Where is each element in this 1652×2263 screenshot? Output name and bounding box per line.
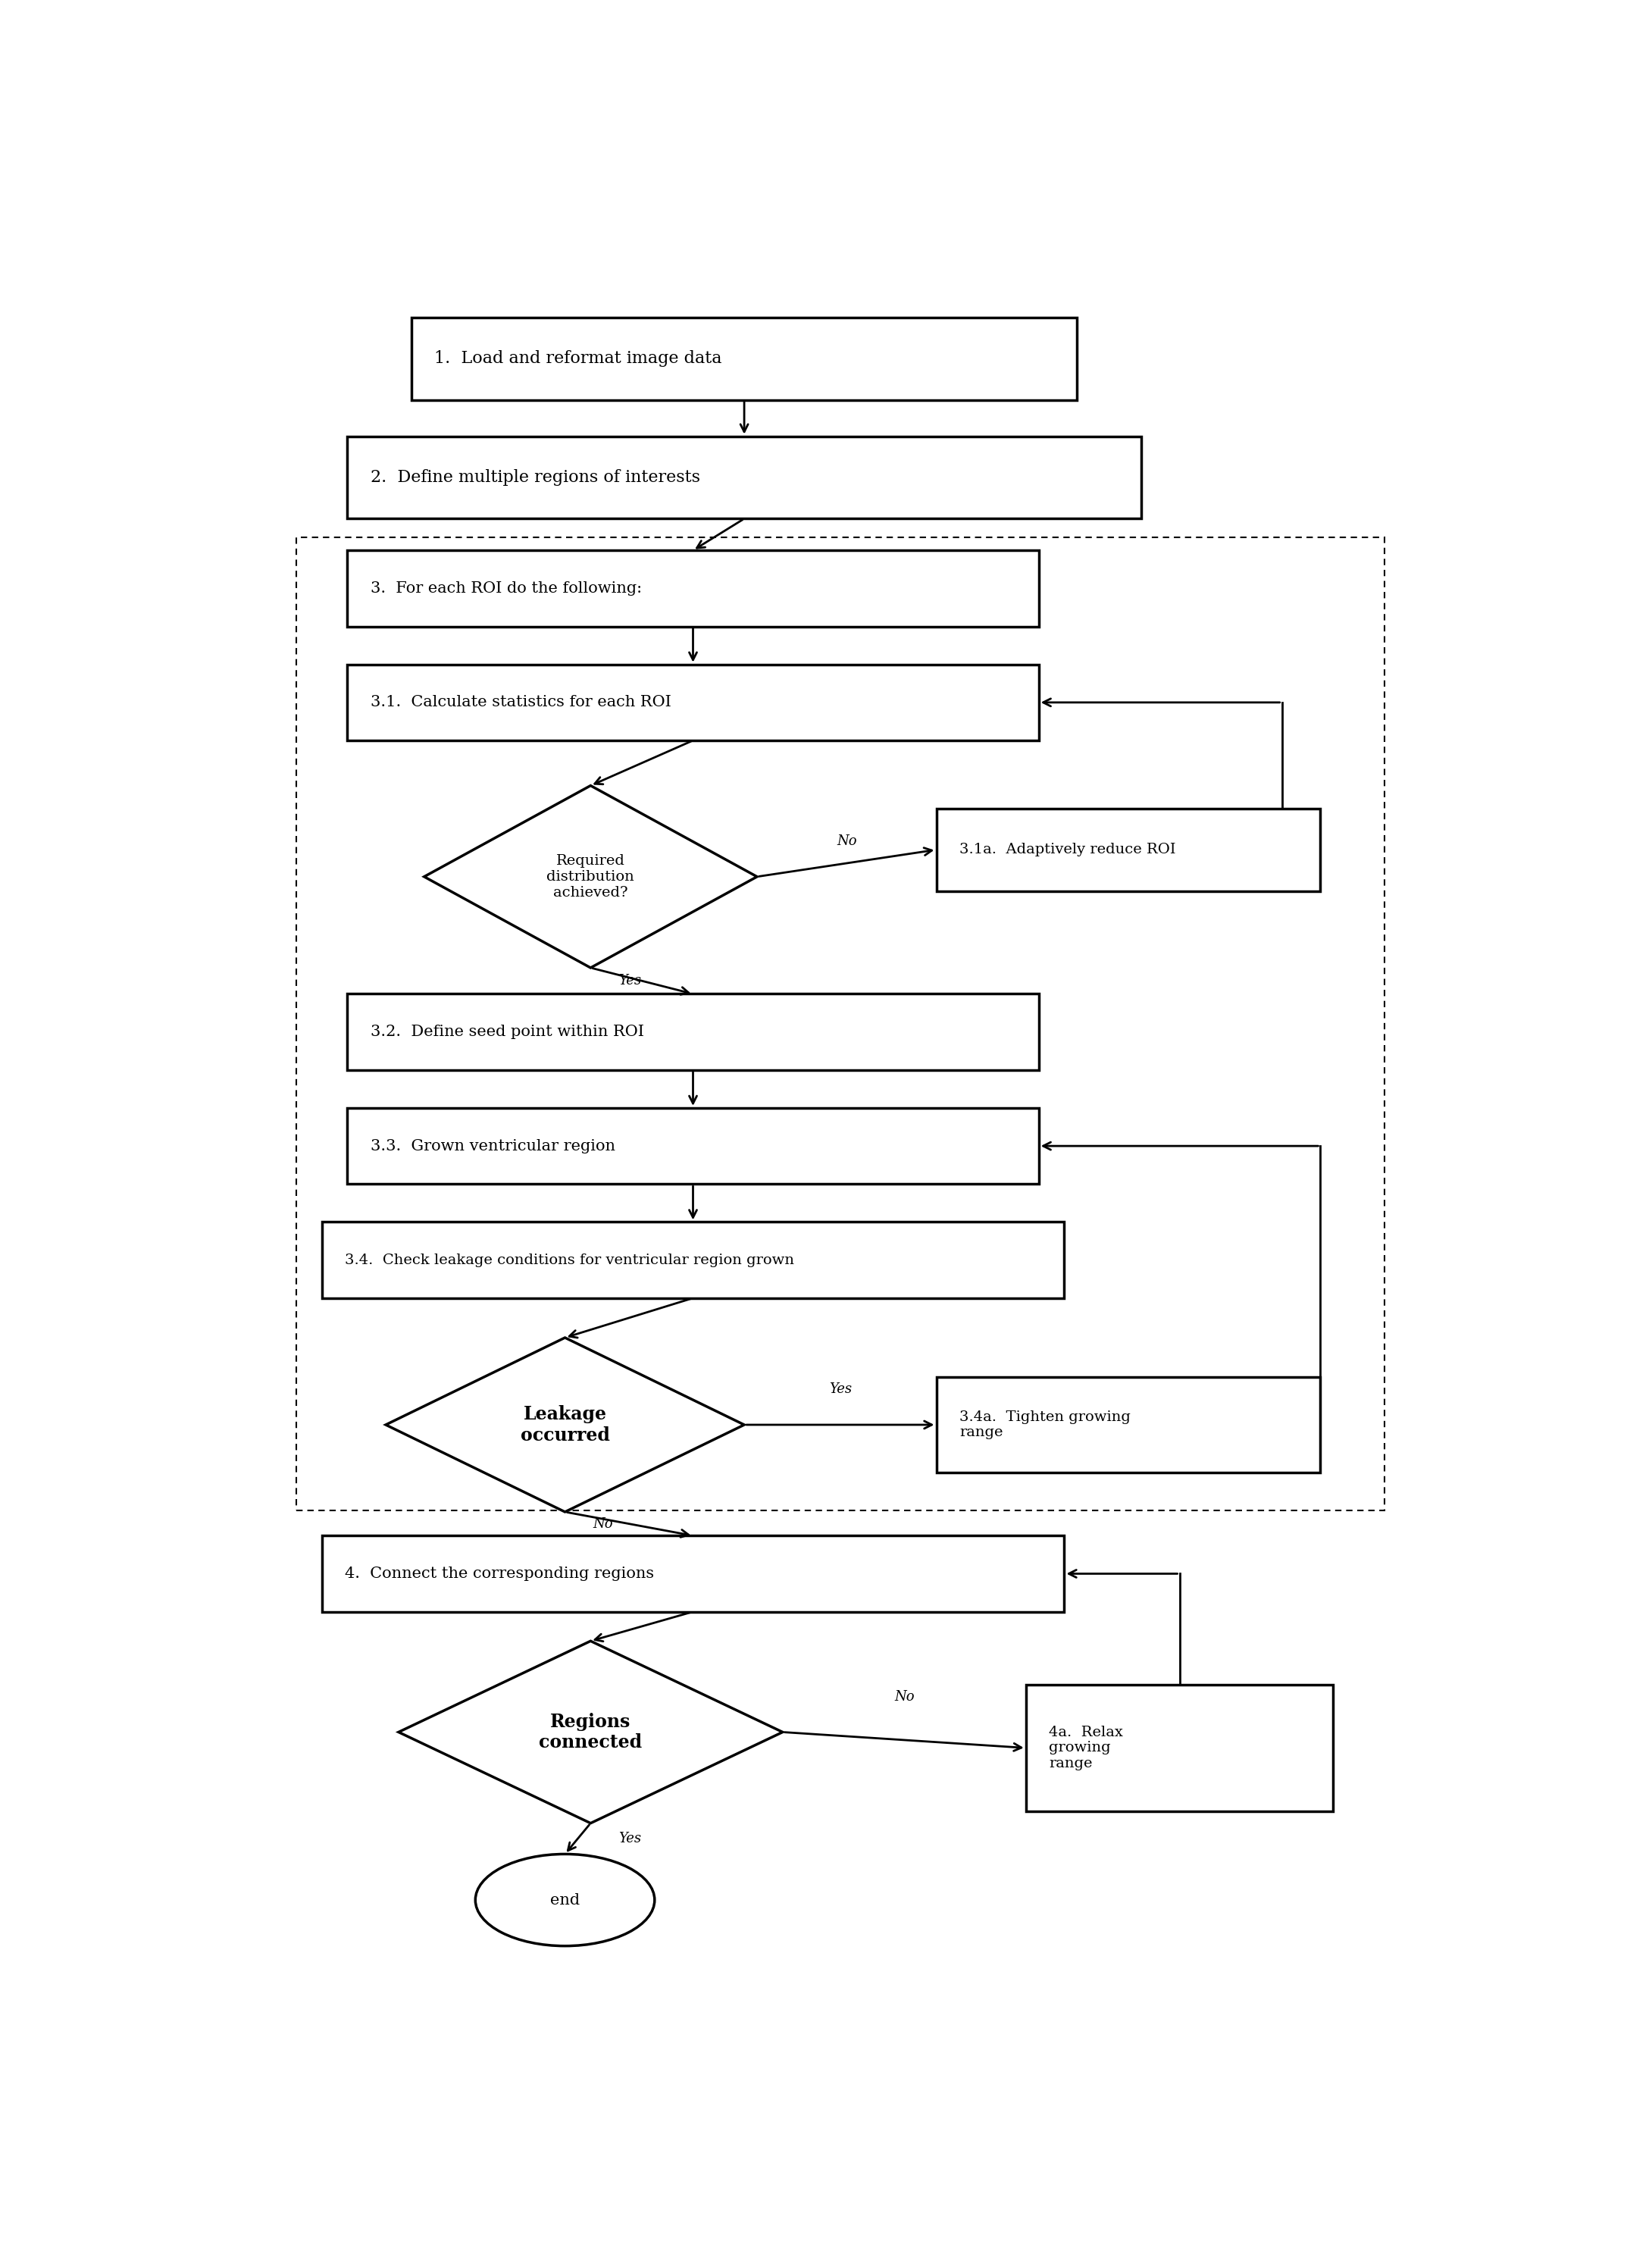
- Text: 4a.  Relax
growing
range: 4a. Relax growing range: [1049, 1724, 1123, 1770]
- FancyBboxPatch shape: [347, 550, 1039, 627]
- Text: 1.  Load and reformat image data: 1. Load and reformat image data: [434, 351, 722, 367]
- Text: Yes: Yes: [829, 1383, 852, 1396]
- Polygon shape: [387, 1337, 745, 1512]
- FancyBboxPatch shape: [347, 437, 1142, 518]
- FancyBboxPatch shape: [1026, 1684, 1333, 1810]
- FancyBboxPatch shape: [411, 317, 1077, 401]
- Text: 3.1.  Calculate statistics for each ROI: 3.1. Calculate statistics for each ROI: [370, 695, 671, 711]
- Text: Yes: Yes: [620, 973, 641, 987]
- Text: Required
distribution
achieved?: Required distribution achieved?: [547, 853, 634, 898]
- Text: No: No: [593, 1516, 613, 1530]
- Text: No: No: [836, 835, 857, 849]
- Text: 3.  For each ROI do the following:: 3. For each ROI do the following:: [370, 582, 641, 595]
- Text: 2.  Define multiple regions of interests: 2. Define multiple regions of interests: [370, 468, 700, 487]
- Text: No: No: [894, 1690, 914, 1704]
- FancyBboxPatch shape: [322, 1222, 1064, 1299]
- Text: 4.  Connect the corresponding regions: 4. Connect the corresponding regions: [345, 1566, 654, 1582]
- Text: end: end: [550, 1892, 580, 1908]
- FancyBboxPatch shape: [347, 1109, 1039, 1184]
- Polygon shape: [398, 1641, 783, 1824]
- Ellipse shape: [476, 1853, 654, 1946]
- Text: 3.2.  Define seed point within ROI: 3.2. Define seed point within ROI: [370, 1025, 644, 1039]
- Polygon shape: [425, 785, 757, 969]
- Text: 3.1a.  Adaptively reduce ROI: 3.1a. Adaptively reduce ROI: [960, 842, 1176, 858]
- FancyBboxPatch shape: [937, 1378, 1320, 1473]
- FancyBboxPatch shape: [347, 665, 1039, 740]
- FancyBboxPatch shape: [322, 1537, 1064, 1611]
- Text: Yes: Yes: [620, 1831, 641, 1844]
- Text: 3.3.  Grown ventricular region: 3.3. Grown ventricular region: [370, 1138, 615, 1154]
- Text: 3.4.  Check leakage conditions for ventricular region grown: 3.4. Check leakage conditions for ventri…: [345, 1254, 795, 1267]
- FancyBboxPatch shape: [347, 993, 1039, 1070]
- Text: Regions
connected: Regions connected: [539, 1713, 643, 1752]
- Text: 3.4a.  Tighten growing
range: 3.4a. Tighten growing range: [960, 1410, 1130, 1439]
- FancyBboxPatch shape: [937, 808, 1320, 892]
- Text: Leakage
occurred: Leakage occurred: [520, 1405, 610, 1444]
